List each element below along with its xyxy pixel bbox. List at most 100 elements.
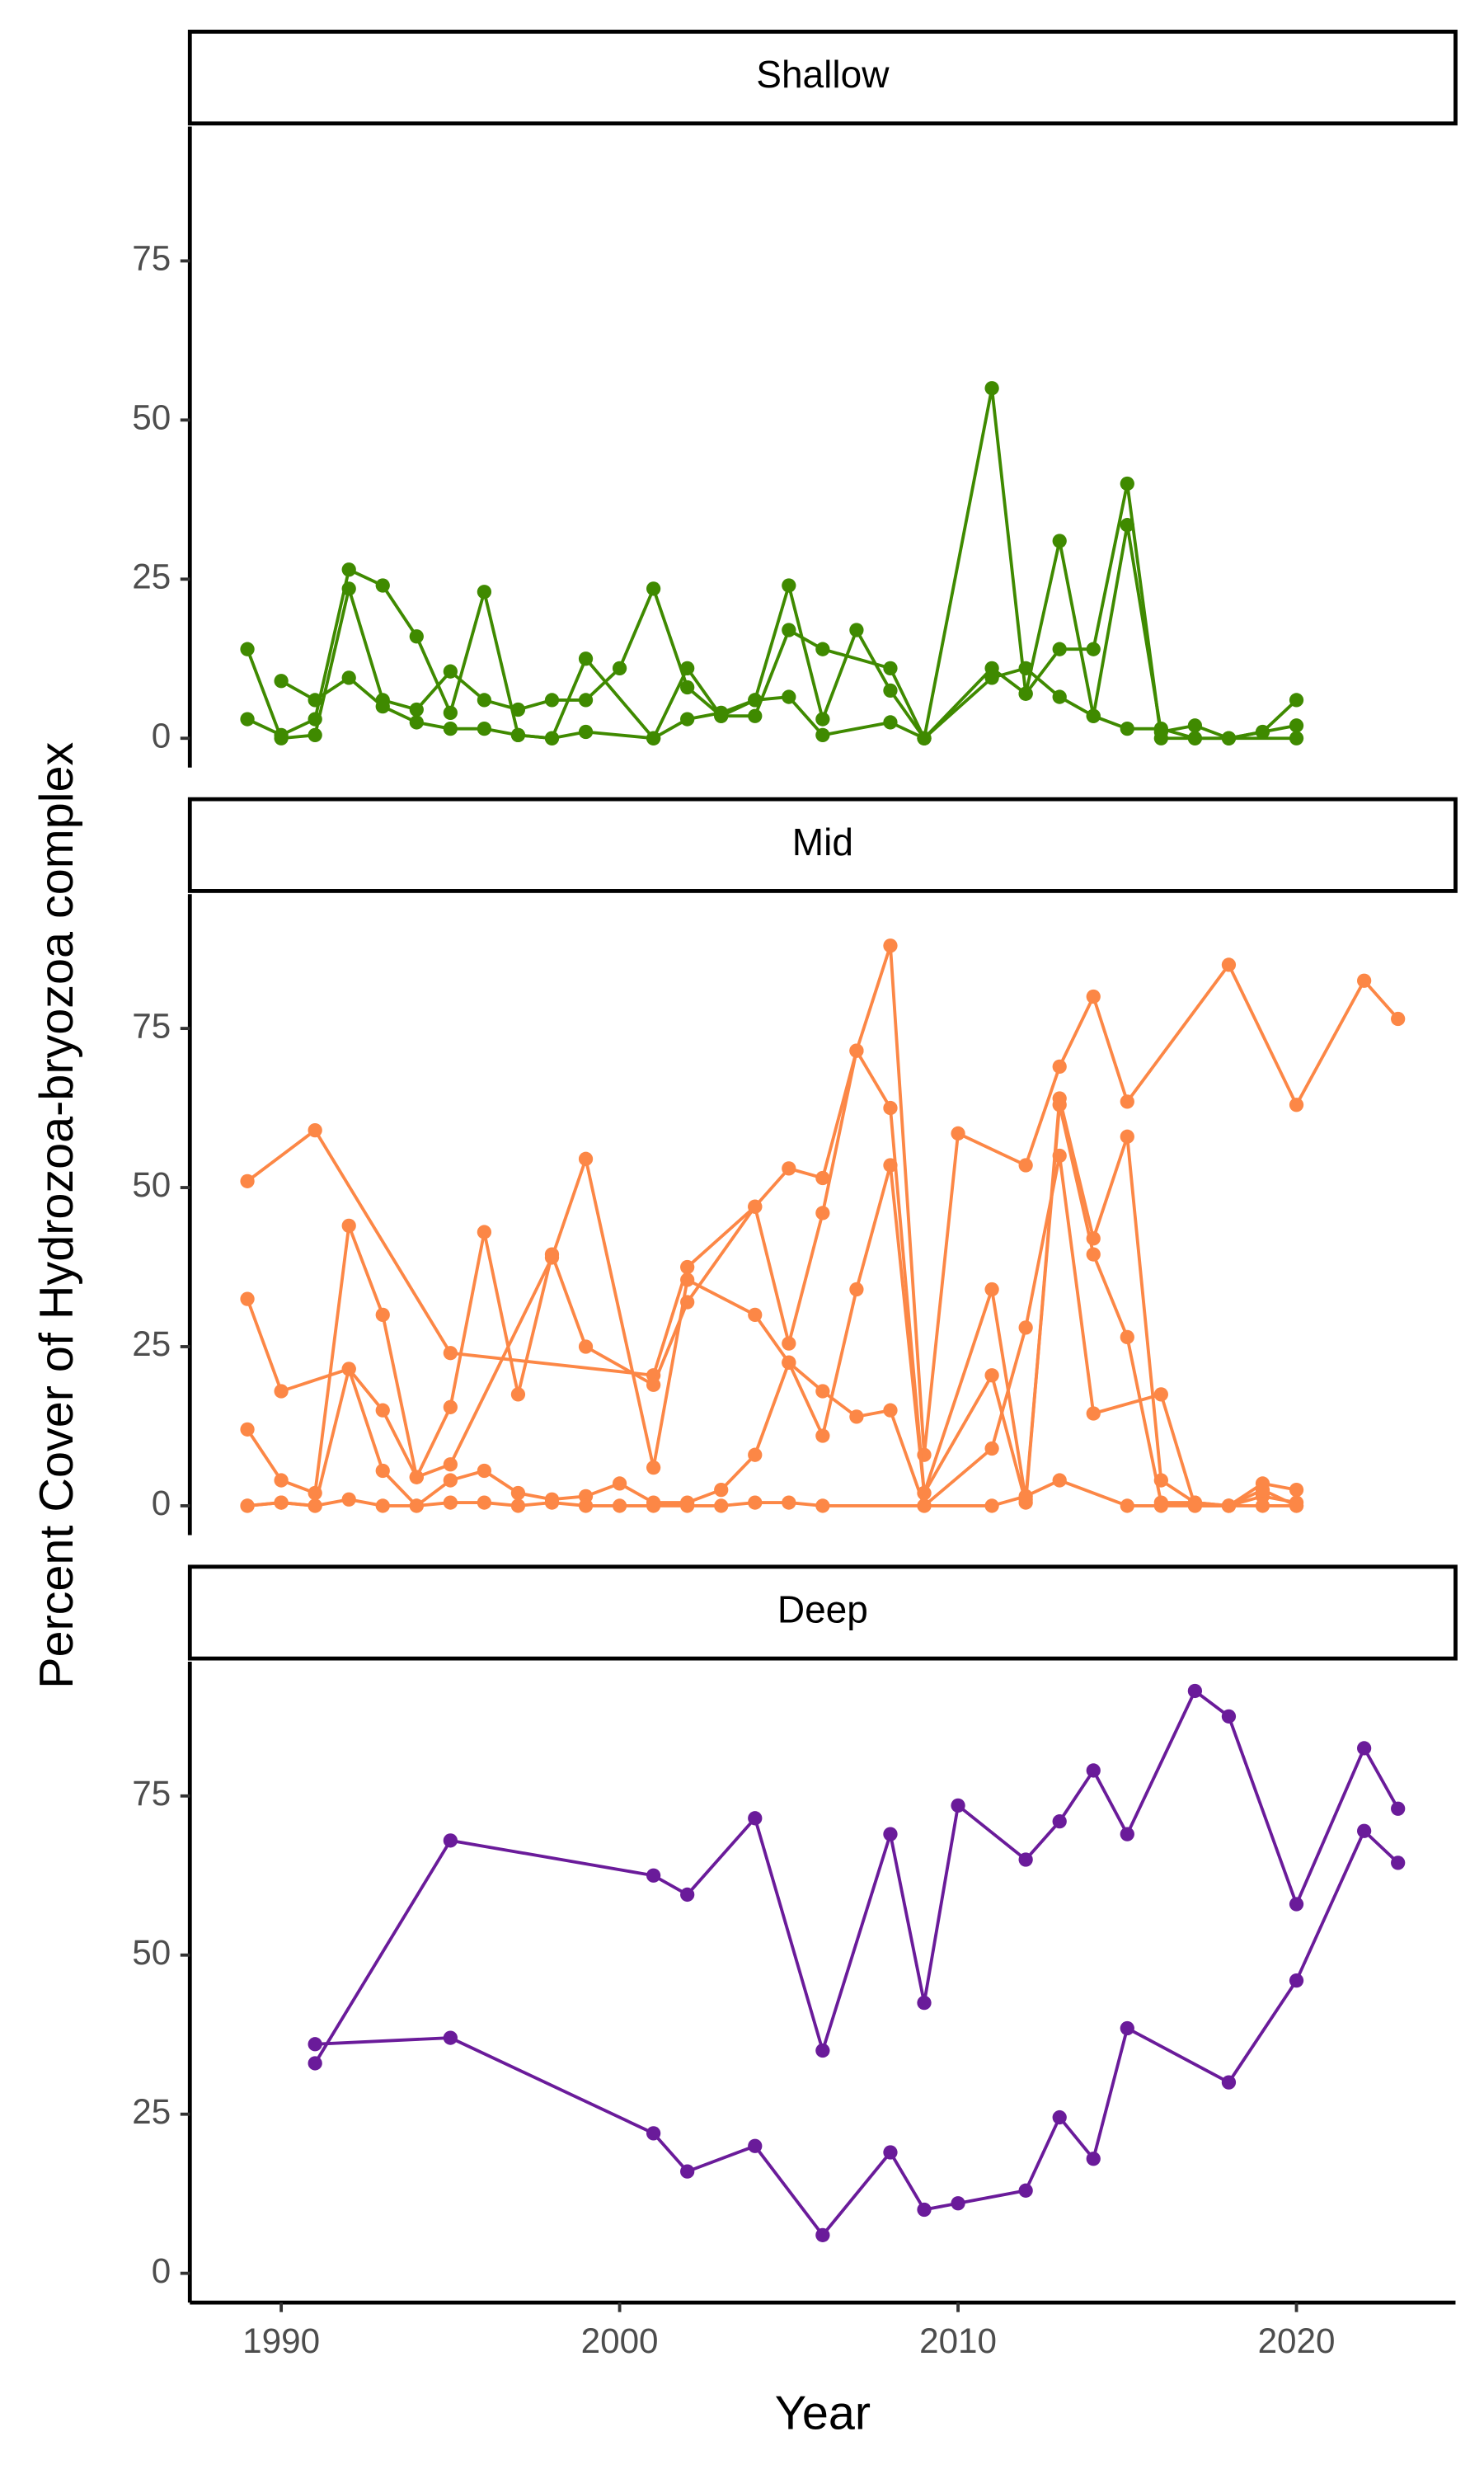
series-line: [247, 1478, 1297, 1507]
point: [984, 1498, 999, 1513]
point: [748, 708, 763, 723]
point: [849, 1409, 864, 1424]
point: [782, 1161, 796, 1176]
point: [815, 1428, 830, 1443]
point: [680, 680, 695, 695]
point: [984, 1282, 999, 1297]
x-tick-label: 2000: [581, 2321, 659, 2360]
point: [1120, 722, 1134, 736]
point: [1018, 1489, 1033, 1503]
point: [883, 938, 898, 953]
point: [748, 693, 763, 708]
point: [240, 1422, 255, 1437]
point: [341, 562, 356, 577]
x-tick-label: 2010: [919, 2321, 997, 2360]
point: [883, 1827, 898, 1841]
x-axis-label: Year: [775, 2387, 871, 2440]
point: [917, 1995, 932, 2011]
point: [578, 724, 594, 740]
point: [680, 712, 695, 727]
point: [680, 1887, 695, 1903]
point: [782, 1355, 796, 1370]
point: [341, 670, 356, 685]
point: [883, 683, 898, 698]
point: [443, 1399, 458, 1414]
point: [883, 661, 898, 675]
y-tick-label: 75: [132, 1774, 171, 1813]
point: [1018, 2183, 1033, 2198]
point: [1018, 686, 1033, 701]
point: [815, 727, 830, 743]
point: [443, 1495, 458, 1510]
series-line: [246, 1046, 1297, 1507]
point: [477, 1463, 492, 1479]
point: [443, 2030, 458, 2045]
point: [1052, 1148, 1067, 1164]
point: [1086, 989, 1101, 1004]
point: [883, 2145, 898, 2160]
point: [917, 2202, 932, 2218]
point: [443, 1833, 458, 1848]
point: [1289, 1897, 1304, 1912]
point: [1255, 1483, 1270, 1498]
point: [782, 1495, 796, 1510]
point: [646, 1377, 661, 1392]
point: [1120, 476, 1134, 492]
point: [1289, 718, 1304, 733]
point: [883, 715, 898, 730]
point: [1086, 1231, 1101, 1246]
point: [308, 727, 322, 743]
point: [849, 1282, 864, 1297]
point: [782, 623, 796, 637]
series-line: [246, 1098, 1297, 1507]
point: [714, 1498, 729, 1513]
strip-label: Mid: [792, 821, 853, 863]
point: [274, 1384, 289, 1399]
point: [375, 1498, 390, 1513]
point: [646, 2126, 661, 2141]
strip: [187, 797, 1458, 893]
point: [409, 702, 424, 717]
point: [1052, 642, 1067, 656]
y-tick-label: 0: [152, 2251, 171, 2290]
series-line: [315, 1828, 1399, 2238]
point: [477, 585, 492, 600]
strip: [187, 1564, 1458, 1661]
point: [1018, 1158, 1033, 1173]
y-tick-label: 50: [132, 1165, 171, 1204]
point: [544, 693, 560, 708]
point: [815, 1498, 830, 1513]
y-tick-label: 25: [132, 1324, 171, 1363]
point: [341, 1492, 356, 1507]
point: [1391, 1011, 1406, 1027]
point: [917, 1498, 932, 1513]
point: [375, 699, 390, 714]
series-line: [246, 945, 1400, 1456]
point: [1120, 1129, 1134, 1144]
point: [375, 578, 390, 593]
point: [1052, 2109, 1067, 2125]
point: [409, 1470, 424, 1484]
strip: [187, 30, 1458, 126]
point: [274, 674, 289, 689]
point: [375, 1463, 390, 1479]
point: [443, 722, 458, 736]
point: [240, 642, 255, 656]
point: [680, 1498, 695, 1513]
y-tick-label: 25: [132, 2092, 171, 2131]
point: [984, 381, 999, 396]
point: [1289, 1098, 1304, 1112]
y-tick-label: 0: [152, 716, 171, 755]
point: [1391, 1856, 1406, 1870]
point: [544, 731, 560, 745]
y-tick-label: 50: [132, 1933, 171, 1972]
point: [1120, 1827, 1134, 1841]
point: [1221, 731, 1237, 745]
point: [1153, 722, 1168, 736]
point: [1221, 2075, 1237, 2090]
point: [815, 712, 830, 727]
point: [984, 1368, 999, 1383]
series-line: [313, 1688, 1400, 2064]
series-line: [246, 388, 1298, 743]
point: [1356, 1741, 1372, 1756]
